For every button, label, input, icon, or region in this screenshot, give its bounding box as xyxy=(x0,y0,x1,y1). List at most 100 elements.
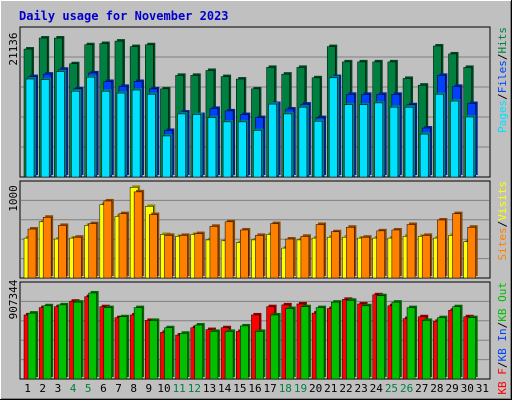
bar-pages xyxy=(450,100,459,178)
bar-pages xyxy=(207,117,217,178)
legend-item: KB In xyxy=(496,328,509,361)
bar-pages xyxy=(162,135,171,178)
legend-item: / xyxy=(496,54,509,61)
day-label: 12 xyxy=(188,382,201,395)
legend-item: Pages xyxy=(496,100,509,133)
day-label: 26 xyxy=(400,382,413,395)
bar-kb_out xyxy=(27,312,37,380)
day-label: 14 xyxy=(218,382,232,395)
day-label: 24 xyxy=(370,382,384,395)
y-tick-label: 1000 xyxy=(7,185,20,212)
bar-kb_out xyxy=(209,331,219,380)
bar-kb_out xyxy=(103,307,113,380)
legend: Sites/Visits xyxy=(496,181,509,261)
bar-pages xyxy=(101,91,111,178)
bar-kb_out xyxy=(88,292,97,380)
legend-item: Hits xyxy=(496,27,509,54)
bar-pages xyxy=(177,113,186,178)
bar-pages xyxy=(404,106,414,178)
day-label: 19 xyxy=(294,382,307,395)
legend-item: KB F xyxy=(496,368,509,395)
bar-sites xyxy=(467,226,476,279)
bar-pages xyxy=(268,103,277,178)
bar-kb_out xyxy=(285,308,294,380)
bar-pages xyxy=(313,121,323,178)
bar-kb_out xyxy=(224,331,234,380)
day-label: 6 xyxy=(100,382,107,395)
day-label: 13 xyxy=(203,382,216,395)
bar-sites xyxy=(42,217,52,279)
bar-sites xyxy=(315,224,325,279)
bar-pages xyxy=(40,79,50,178)
day-label: 4 xyxy=(70,382,77,395)
legend: Pages/Files/Hits xyxy=(496,27,509,133)
bar-kb_out xyxy=(133,307,143,380)
bar-kb_out xyxy=(118,316,128,380)
bar-sites xyxy=(27,228,37,279)
bar-sites xyxy=(346,226,355,279)
bar-kb_out xyxy=(467,317,476,380)
bar-kb_out xyxy=(73,301,82,380)
bar-sites xyxy=(133,191,143,279)
bar-sites xyxy=(270,223,279,279)
day-label: 18 xyxy=(279,382,292,395)
bar-sites xyxy=(285,238,294,279)
bar-kb_out xyxy=(179,332,188,380)
day-label: 10 xyxy=(157,382,170,395)
legend-item: / xyxy=(496,322,509,329)
bar-pages xyxy=(131,89,141,178)
bar-sites xyxy=(118,213,128,279)
day-label: 3 xyxy=(55,382,62,395)
bar-pages xyxy=(86,76,95,178)
bar-pages xyxy=(435,94,444,178)
bar-sites xyxy=(103,200,113,279)
bar-kb_out xyxy=(406,307,416,380)
bar-kb_out xyxy=(194,324,204,380)
bar-sites xyxy=(73,236,82,279)
y-tick-label: 21136 xyxy=(7,32,20,65)
y-tick-label: 907344 xyxy=(7,279,20,319)
bar-pages xyxy=(25,78,35,178)
bar-kb_out xyxy=(164,327,173,380)
day-label: 5 xyxy=(85,382,92,395)
bar-kb_out xyxy=(255,331,264,380)
day-label: 17 xyxy=(264,382,277,395)
bar-pages xyxy=(116,92,126,178)
bar-sites xyxy=(406,224,416,279)
bar-pages xyxy=(419,133,429,178)
bar-sites xyxy=(421,235,431,279)
bar-kb_out xyxy=(270,314,279,380)
bar-pages xyxy=(465,116,474,178)
bar-pages xyxy=(222,121,232,178)
bar-kb_out xyxy=(421,320,431,380)
bar-sites xyxy=(376,230,385,279)
bar-pages xyxy=(253,130,262,178)
bar-kb_out xyxy=(391,301,401,380)
day-label: 29 xyxy=(445,382,458,395)
bar-pages xyxy=(192,114,202,178)
day-label: 30 xyxy=(461,382,474,395)
day-label: 21 xyxy=(324,382,337,395)
day-label: 16 xyxy=(248,382,261,395)
bar-sites xyxy=(194,233,204,279)
bar-pages xyxy=(374,102,383,178)
bar-kb_out xyxy=(58,304,67,380)
bar-kb_out xyxy=(240,325,249,380)
bar-pages xyxy=(298,106,308,178)
bar-sites xyxy=(300,236,310,279)
day-label: 15 xyxy=(233,382,246,395)
day-label: 31 xyxy=(476,382,489,395)
bar-kb_out xyxy=(452,306,461,380)
panel-visits-sites: 1000 Sites/Visits xyxy=(7,180,509,279)
legend-item: Visits xyxy=(496,181,509,221)
bar-pages xyxy=(359,104,368,178)
bar-kb_out xyxy=(376,295,385,380)
bar-sites xyxy=(179,235,188,279)
bar-sites xyxy=(149,214,158,279)
chart-title: Daily usage for November 2023 xyxy=(19,9,229,23)
bar-sites xyxy=(164,235,173,279)
bar-sites xyxy=(88,223,97,279)
bar-pages xyxy=(328,77,338,178)
